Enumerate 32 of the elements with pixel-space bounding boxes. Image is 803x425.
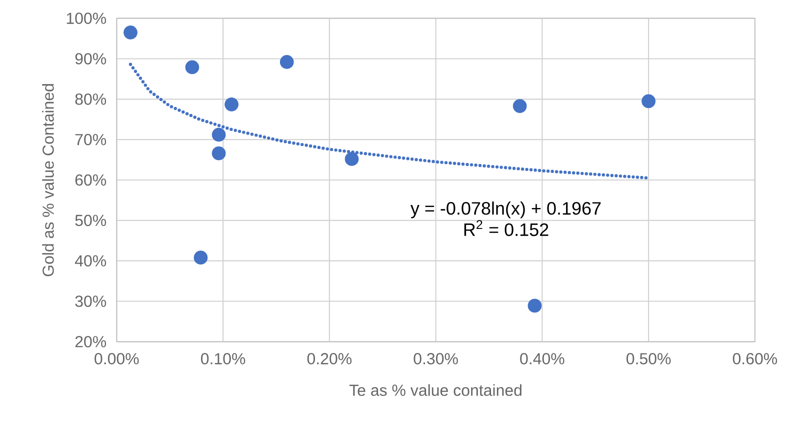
point: [124, 26, 138, 40]
y-tick-label: 60%: [75, 174, 106, 186]
point: [224, 97, 238, 112]
point: [344, 152, 359, 166]
point: [642, 94, 656, 108]
y-tick-label: 90%: [75, 53, 106, 64]
y-tick-label: 30%: [75, 296, 106, 307]
line-series: [128, 62, 650, 180]
x-tick-label: 0.00%: [94, 353, 139, 364]
point: [194, 250, 208, 265]
x-tick-label: 0.40%: [520, 353, 564, 364]
y-tick-label: 40%: [74, 255, 106, 266]
annotation: y = -0.078ln(x) + 0.1967: [410, 202, 601, 218]
point: [212, 128, 226, 142]
point: [280, 55, 294, 69]
y-tick-label: 80%: [75, 94, 106, 105]
x-tick-label: 0.20%: [307, 353, 352, 364]
y-tick-label: 20%: [75, 336, 106, 348]
y-tick-label: 100%: [66, 12, 106, 24]
point: [512, 99, 527, 113]
x-tick-label: 0.60%: [732, 353, 778, 364]
point: [185, 60, 200, 74]
annotation: R$^{2}$ = 0.152: [464, 220, 548, 236]
point: [212, 146, 226, 160]
x-tick-label: 0.10%: [200, 353, 246, 364]
x-tick-label: 0.30%: [414, 353, 458, 364]
x-axis-title: Te as % value contained: [349, 384, 522, 396]
y-tick-label: 50%: [75, 214, 106, 226]
y-tick-label: 70%: [75, 134, 106, 146]
x-tick-label: 0.50%: [626, 353, 671, 364]
y-axis-title: Gold as % value Contained: [42, 84, 54, 276]
point: [528, 298, 542, 313]
